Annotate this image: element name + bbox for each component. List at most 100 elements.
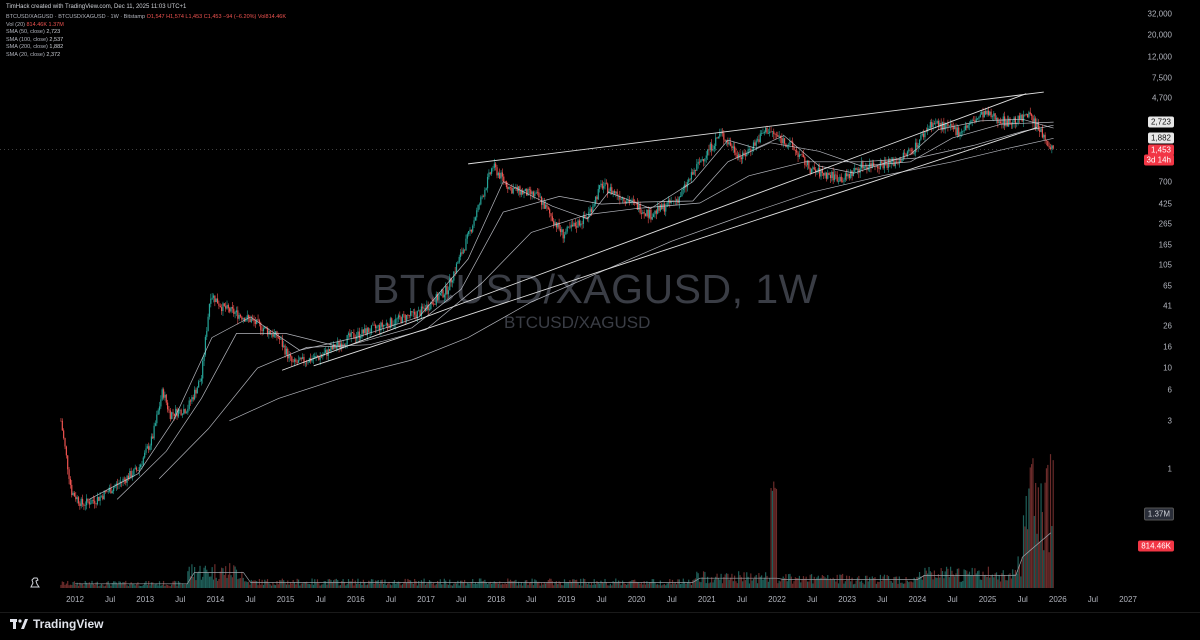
sma-line-2[interactable] — [158, 124, 1054, 480]
volume-bar — [261, 579, 263, 588]
volume-bar — [686, 582, 688, 588]
candle-body — [316, 355, 319, 358]
volume-bar — [432, 582, 435, 588]
volume-bar — [459, 580, 462, 588]
candle-body — [558, 222, 560, 229]
candle-body — [280, 339, 282, 340]
volume-bar — [680, 584, 682, 588]
candle-body — [882, 162, 884, 169]
volume-bar — [935, 577, 937, 588]
volume-bar — [154, 584, 157, 588]
candle-body — [486, 176, 489, 189]
volume-bar — [539, 585, 541, 588]
time-tick-label: 2022 — [768, 595, 786, 604]
candle-body — [434, 304, 436, 305]
volume-bar — [981, 579, 983, 588]
candle-body — [405, 314, 408, 321]
volume-bar — [230, 575, 232, 588]
candle-body — [611, 187, 613, 194]
candle-body — [788, 145, 790, 146]
sma-line-1[interactable] — [116, 121, 1054, 500]
candle-body — [393, 324, 396, 325]
candle-body — [122, 478, 124, 482]
candle-body — [567, 226, 570, 228]
volume-bar — [145, 581, 147, 588]
trendline-1[interactable] — [468, 91, 1044, 165]
volume-bar — [550, 578, 552, 588]
volume-bar — [396, 582, 398, 588]
candle-body — [391, 318, 393, 326]
trendline-2[interactable] — [313, 127, 1037, 367]
tradingview-logo[interactable]: TradingView — [10, 617, 103, 631]
indicator-sma-100[interactable]: SMA (100, close) 2,537 — [6, 36, 64, 43]
volume-bar — [383, 583, 385, 588]
volume-bar — [570, 582, 572, 588]
candle-body — [368, 328, 370, 333]
volume-bar — [430, 581, 432, 588]
price-tick-label: 4,700 — [1151, 93, 1172, 103]
candle-body — [600, 183, 602, 186]
sma-line-0[interactable] — [88, 118, 1054, 500]
candle-body — [765, 127, 767, 132]
volume-bar — [75, 584, 77, 588]
volume-bar — [766, 575, 768, 588]
volume-bar — [721, 583, 724, 588]
volume-bar — [882, 576, 884, 588]
candle-body — [141, 464, 143, 466]
candle-body — [666, 202, 668, 207]
candle-body — [796, 150, 798, 153]
indicator-vol[interactable]: Vol (20) 814.46K 1.37M — [6, 21, 64, 28]
time-tick-label: 2018 — [487, 595, 506, 604]
candle-body — [92, 499, 94, 501]
indicator-sma-20[interactable]: SMA (20, close) 2,372 — [6, 51, 61, 58]
candle-body — [549, 209, 551, 214]
volume-bar — [453, 583, 455, 588]
volume-bar — [119, 581, 121, 588]
volume-bar — [836, 574, 838, 588]
volume-bar — [370, 579, 373, 588]
sma-line-3[interactable] — [229, 137, 1054, 422]
candle-body — [657, 206, 659, 214]
volume-bar — [522, 585, 524, 588]
volume-bar — [504, 583, 506, 588]
volume-bar — [81, 583, 84, 588]
volume-bar — [464, 579, 466, 588]
candle-body — [172, 412, 174, 414]
volume-bar — [670, 584, 672, 588]
volume-bar — [626, 584, 628, 588]
volume-bar — [704, 571, 706, 588]
candle-body — [387, 323, 389, 326]
volume-bar — [816, 577, 818, 588]
symbol-row[interactable]: BTCUSD/XAGUSD · BTCUSD/XAGUSD · 1W · Bit… — [6, 14, 286, 22]
indicator-sma-50[interactable]: SMA (50, close) 2,723 — [6, 29, 61, 36]
volume-bar — [434, 585, 436, 588]
candle-body — [881, 161, 883, 163]
candle-body — [770, 131, 772, 133]
volume-bar — [904, 583, 906, 588]
volume-bar — [118, 581, 120, 588]
candle-body — [800, 154, 802, 155]
volume-bar — [877, 581, 879, 588]
candle-body — [758, 139, 760, 143]
candle-body — [995, 117, 998, 120]
candle-body — [812, 167, 814, 169]
trendline-0[interactable] — [281, 93, 1027, 371]
volume-bar — [797, 578, 799, 588]
candle-body — [634, 200, 636, 202]
volume-bar — [871, 576, 873, 588]
indicator-sma-200[interactable]: SMA (200, close) 1,882 — [6, 44, 64, 51]
candle-body — [806, 160, 809, 166]
candle-body — [94, 500, 96, 504]
candle-body — [530, 189, 532, 195]
candle-body — [716, 137, 718, 139]
volume-bar — [960, 581, 963, 588]
volume-bar — [338, 585, 340, 588]
volume-bar — [886, 574, 888, 588]
candle-body — [862, 162, 864, 169]
candle-body — [373, 324, 375, 326]
candle-body — [272, 334, 274, 337]
volume-bar — [600, 580, 602, 588]
candle-body — [478, 204, 481, 206]
volume-bar — [515, 579, 517, 588]
